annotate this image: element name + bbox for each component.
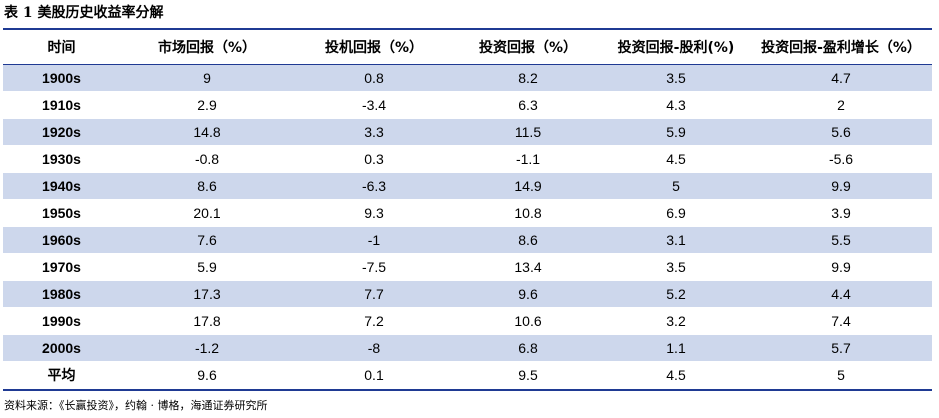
table-row: 1950s 20.1 9.3 10.8 6.9 3.9 [3, 200, 932, 227]
cell-period: 1990s [42, 313, 81, 329]
cell-period: 平均 [47, 368, 76, 384]
cell-market-return: 9 [120, 64, 294, 92]
table-row: 1940s 8.6 -6.3 14.9 5 9.9 [3, 172, 932, 200]
cell-market-return: 5.9 [197, 259, 217, 275]
cell-speculative-return: 0.3 [364, 151, 384, 167]
table-row: 1970s 5.9 -7.5 13.4 3.5 9.9 [3, 254, 932, 281]
cell-dividend-return: 6.9 [666, 205, 686, 221]
cell-earnings-growth-return: 5.7 [750, 334, 932, 362]
cell-market-return: 9.6 [197, 367, 217, 383]
cell-market-return: 7.6 [120, 226, 294, 254]
cell-earnings-growth-return: 9.9 [750, 172, 932, 200]
table-row: 1990s 17.8 7.2 10.6 3.2 7.4 [3, 308, 932, 335]
cell-speculative-return: -6.3 [294, 172, 454, 200]
table-row: 平均 9.6 0.1 9.5 4.5 5 [3, 362, 932, 389]
table-header-row: 时间 市场回报（%） 投机回报（%） 投资回报（%） 投资回报-股利(%) 投资… [3, 30, 932, 65]
table-caption: 表 1 美股历史收益率分解 [4, 5, 164, 21]
cell-speculative-return: 0.8 [294, 64, 454, 92]
cell-dividend-return: 3.2 [666, 313, 686, 329]
cell-earnings-growth-return: -5.6 [828, 151, 854, 167]
cell-dividend-return: 3.5 [602, 64, 750, 92]
cell-speculative-return: -3.4 [361, 97, 387, 113]
cell-investment-return: 8.6 [454, 226, 602, 254]
header-earnings-growth-return: 投资回报-盈利增长（%） [761, 40, 921, 56]
cell-earnings-growth-return: 5 [837, 367, 845, 383]
cell-dividend-return: 3.1 [602, 226, 750, 254]
cell-dividend-return: 4.3 [666, 97, 686, 113]
cell-earnings-growth-return: 9.9 [831, 259, 851, 275]
table-body: 1900s 9 0.8 8.2 3.5 4.7 1910s 2.9 -3.4 6.3 4.3 2 192… [3, 64, 932, 389]
cell-earnings-growth-return: 5.5 [750, 226, 932, 254]
source-note: 资料来源：《长赢投资》，约翰 · 博格，海通证券研究所 [4, 399, 268, 412]
cell-speculative-return: -1 [294, 226, 454, 254]
cell-speculative-return: -8 [294, 334, 454, 362]
cell-investment-return: 10.8 [514, 205, 542, 221]
cell-investment-return: 11.5 [454, 118, 602, 146]
table-row: 2000s -1.2 -8 6.8 1.1 5.7 [3, 334, 932, 362]
cell-investment-return: 6.8 [454, 334, 602, 362]
table-row: 1960s 7.6 -1 8.6 3.1 5.5 [3, 226, 932, 254]
cell-speculative-return: 7.2 [364, 313, 384, 329]
cell-period: 1940s [3, 172, 120, 200]
cell-period: 1960s [3, 226, 120, 254]
cell-period: 2000s [3, 334, 120, 362]
cell-earnings-growth-return: 7.4 [831, 313, 851, 329]
header-period: 时间 [47, 40, 76, 56]
cell-dividend-return: 4.5 [666, 367, 686, 383]
table-row: 1900s 9 0.8 8.2 3.5 4.7 [3, 64, 932, 92]
table-row: 1910s 2.9 -3.4 6.3 4.3 2 [3, 92, 932, 119]
cell-market-return: 8.6 [120, 172, 294, 200]
cell-market-return: 2.9 [197, 97, 217, 113]
cell-market-return: 17.8 [193, 313, 221, 329]
cell-earnings-growth-return: 2 [837, 97, 845, 113]
cell-earnings-growth-return: 3.9 [831, 205, 851, 221]
cell-dividend-return: 1.1 [602, 334, 750, 362]
cell-investment-return: 6.3 [518, 97, 538, 113]
cell-dividend-return: 3.5 [666, 259, 686, 275]
cell-dividend-return: 5.9 [602, 118, 750, 146]
cell-investment-return: 8.2 [454, 64, 602, 92]
cell-earnings-growth-return: 5.6 [750, 118, 932, 146]
cell-market-return: 17.3 [120, 280, 294, 308]
cell-investment-return: 13.4 [514, 259, 542, 275]
table-bottom-rule [3, 389, 932, 391]
cell-speculative-return: 9.3 [364, 205, 384, 221]
cell-market-return: 14.8 [120, 118, 294, 146]
cell-investment-return: -1.1 [515, 151, 541, 167]
cell-investment-return: 14.9 [454, 172, 602, 200]
cell-dividend-return: 5 [602, 172, 750, 200]
table-row: 1930s -0.8 0.3 -1.1 4.5 -5.6 [3, 146, 932, 173]
cell-period: 1930s [42, 151, 81, 167]
table-row: 1980s 17.3 7.7 9.6 5.2 4.4 [3, 280, 932, 308]
cell-speculative-return: 3.3 [294, 118, 454, 146]
header-speculative-return: 投机回报（%） [324, 40, 424, 56]
cell-market-return: 20.1 [193, 205, 221, 221]
cell-period: 1900s [3, 64, 120, 92]
table-row: 1920s 14.8 3.3 11.5 5.9 5.6 [3, 118, 932, 146]
cell-investment-return: 9.6 [454, 280, 602, 308]
cell-period: 1970s [42, 259, 81, 275]
cell-investment-return: 10.6 [514, 313, 542, 329]
cell-speculative-return: -7.5 [361, 259, 387, 275]
cell-investment-return: 9.5 [518, 367, 538, 383]
table-top-rule [3, 28, 932, 30]
cell-period: 1910s [42, 97, 81, 113]
cell-speculative-return: 7.7 [294, 280, 454, 308]
cell-market-return: -1.2 [120, 334, 294, 362]
cell-earnings-growth-return: 4.7 [750, 64, 932, 92]
cell-market-return: -0.8 [194, 151, 220, 167]
header-investment-return: 投资回报（%） [478, 40, 578, 56]
cell-period: 1950s [42, 205, 81, 221]
returns-table: 时间 市场回报（%） 投机回报（%） 投资回报（%） 投资回报-股利(%) 投资… [3, 30, 932, 389]
header-market-return: 市场回报（%） [157, 40, 257, 56]
cell-period: 1980s [3, 280, 120, 308]
cell-earnings-growth-return: 4.4 [750, 280, 932, 308]
cell-speculative-return: 0.1 [364, 367, 384, 383]
cell-dividend-return: 4.5 [666, 151, 686, 167]
cell-period: 1920s [3, 118, 120, 146]
header-dividend-return: 投资回报-股利(%) [617, 40, 735, 56]
returns-table-container: 时间 市场回报（%） 投机回报（%） 投资回报（%） 投资回报-股利(%) 投资… [3, 28, 932, 391]
cell-dividend-return: 5.2 [602, 280, 750, 308]
